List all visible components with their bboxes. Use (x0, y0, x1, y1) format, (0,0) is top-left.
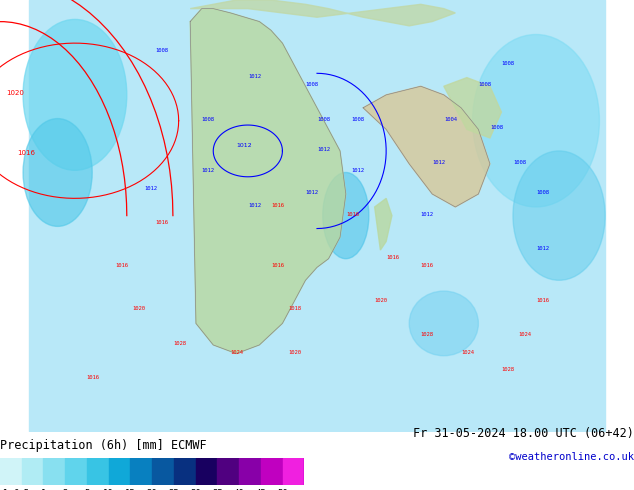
Ellipse shape (23, 20, 127, 171)
Text: 1008: 1008 (513, 160, 526, 165)
Text: 1018: 1018 (288, 306, 301, 312)
Polygon shape (190, 9, 346, 354)
Text: 1008: 1008 (501, 61, 514, 66)
Text: 35: 35 (212, 489, 223, 490)
Polygon shape (375, 198, 392, 250)
Text: 1012: 1012 (352, 169, 365, 173)
Text: 1: 1 (41, 489, 46, 490)
Text: 1008: 1008 (317, 117, 330, 122)
Text: 50: 50 (277, 489, 288, 490)
Text: 1012: 1012 (248, 203, 261, 208)
Text: 1008: 1008 (479, 82, 491, 87)
Bar (152, 458, 174, 485)
Bar (261, 458, 283, 485)
Ellipse shape (513, 151, 605, 280)
Text: 1008: 1008 (202, 117, 215, 122)
Text: 1012: 1012 (306, 190, 318, 195)
Text: 0.1: 0.1 (0, 489, 8, 490)
Polygon shape (304, 458, 318, 485)
Text: 1028: 1028 (421, 332, 434, 337)
Text: 1008: 1008 (490, 125, 503, 130)
Text: 1012: 1012 (536, 246, 549, 251)
Bar (131, 458, 152, 485)
Text: 1012: 1012 (317, 147, 330, 152)
Bar (283, 458, 304, 485)
Text: 1024: 1024 (519, 332, 532, 337)
Bar (0, 458, 22, 485)
Bar (239, 458, 261, 485)
Ellipse shape (323, 172, 369, 259)
Bar (108, 458, 131, 485)
Text: 1016: 1016 (536, 298, 549, 303)
Bar (217, 458, 239, 485)
Text: 5: 5 (84, 489, 89, 490)
Text: 1020: 1020 (6, 90, 23, 96)
Bar (44, 458, 65, 485)
Text: 1008: 1008 (352, 117, 365, 122)
Text: 1024: 1024 (461, 349, 474, 355)
Polygon shape (363, 86, 490, 207)
Text: 1028: 1028 (173, 341, 186, 346)
Text: 45: 45 (256, 489, 266, 490)
Text: 1008: 1008 (155, 48, 169, 53)
Text: 1016: 1016 (155, 220, 169, 225)
Ellipse shape (23, 119, 92, 226)
Text: 1024: 1024 (231, 349, 243, 355)
Text: 1012: 1012 (248, 74, 261, 78)
Text: 1004: 1004 (444, 117, 457, 122)
Text: 1008: 1008 (306, 82, 318, 87)
Text: Fr 31-05-2024 18.00 UTC (06+42): Fr 31-05-2024 18.00 UTC (06+42) (413, 427, 634, 440)
Text: 1020: 1020 (375, 298, 387, 303)
Text: 40: 40 (234, 489, 245, 490)
Text: 0.5: 0.5 (14, 489, 30, 490)
Text: 20: 20 (147, 489, 157, 490)
Ellipse shape (409, 291, 479, 356)
Polygon shape (444, 77, 501, 138)
Text: 1008: 1008 (536, 190, 549, 195)
Text: 1012: 1012 (202, 169, 215, 173)
Text: 10: 10 (103, 489, 114, 490)
Bar (22, 458, 44, 485)
Text: 1020: 1020 (133, 306, 146, 312)
Text: 1016: 1016 (86, 375, 100, 380)
Text: 1016: 1016 (115, 263, 128, 269)
Text: 1016: 1016 (386, 255, 399, 260)
Text: 15: 15 (125, 489, 136, 490)
Text: Precipitation (6h) [mm] ECMWF: Precipitation (6h) [mm] ECMWF (0, 440, 207, 452)
Text: 2: 2 (63, 489, 68, 490)
Bar (196, 458, 217, 485)
Text: 1020: 1020 (288, 349, 301, 355)
Text: 1012: 1012 (432, 160, 445, 165)
Text: ©weatheronline.co.uk: ©weatheronline.co.uk (509, 452, 634, 462)
Ellipse shape (472, 34, 599, 207)
Text: 1016: 1016 (271, 263, 284, 269)
Bar (65, 458, 87, 485)
Bar (87, 458, 108, 485)
Text: 25: 25 (169, 489, 179, 490)
Text: 1016: 1016 (271, 203, 284, 208)
Polygon shape (190, 0, 455, 26)
Text: 1016: 1016 (346, 212, 359, 217)
Text: 1012: 1012 (144, 186, 157, 191)
Text: 1012: 1012 (236, 143, 252, 147)
Text: 1016: 1016 (421, 263, 434, 269)
Text: 30: 30 (190, 489, 201, 490)
Text: 1012: 1012 (421, 212, 434, 217)
Bar (174, 458, 196, 485)
Text: 1028: 1028 (501, 367, 514, 372)
Text: 1016: 1016 (17, 150, 36, 156)
